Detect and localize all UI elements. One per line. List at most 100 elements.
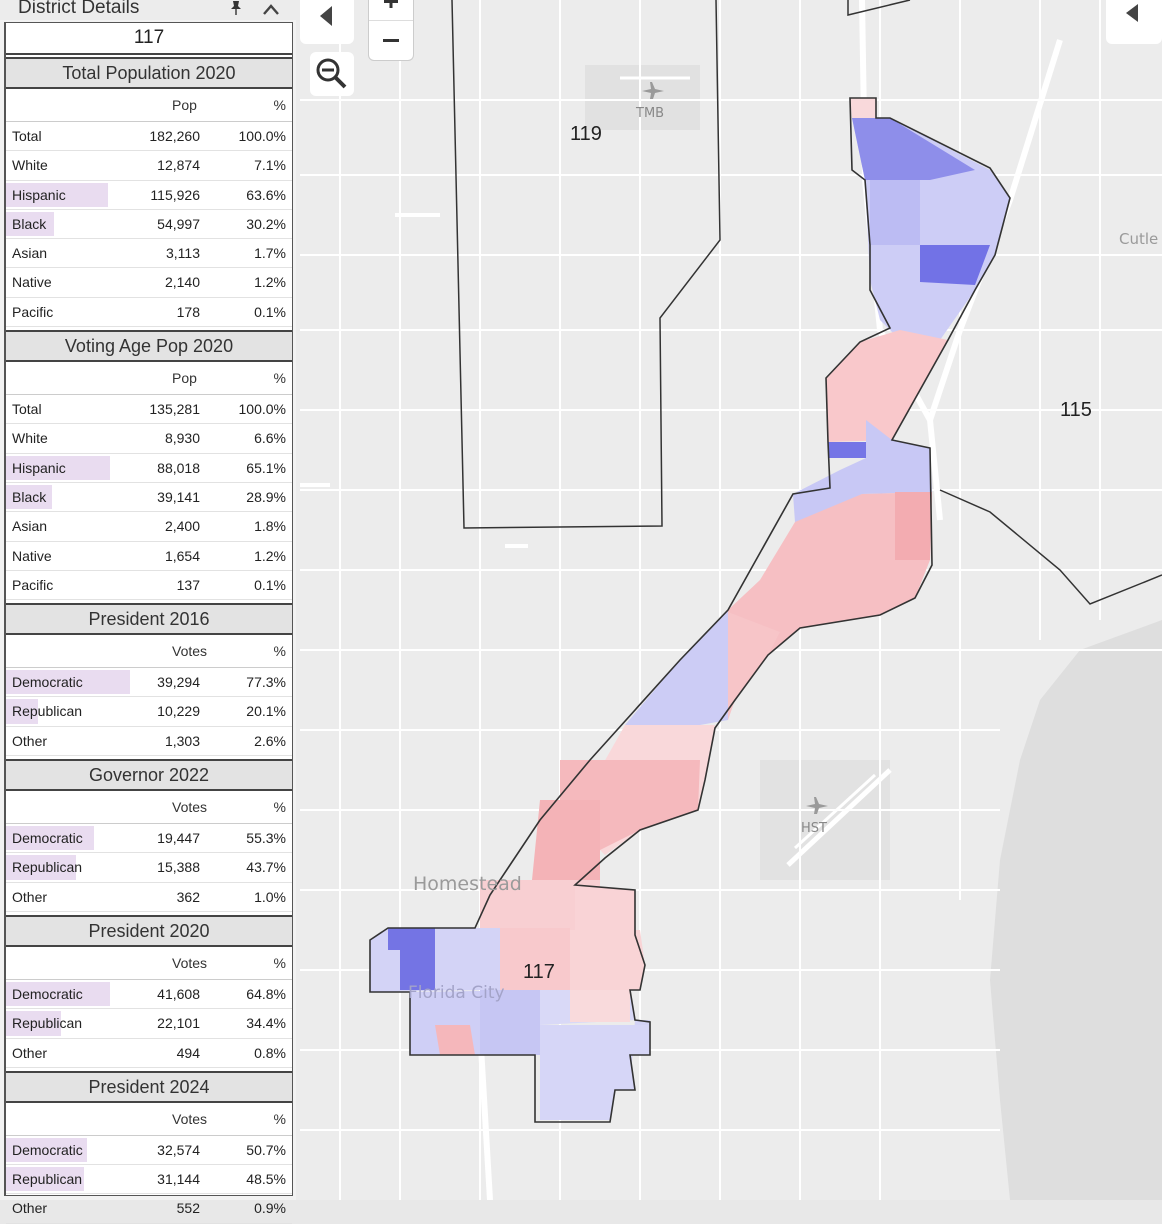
row-label: Republican — [12, 1015, 83, 1032]
row-value: 8,930 — [164, 430, 200, 447]
table-row: Pacific 137 0.1% — [6, 571, 292, 601]
row-label: Republican — [12, 859, 83, 876]
section-title: Total Population 2020 — [6, 57, 292, 89]
place-label-florida-city: Florida City — [408, 983, 505, 1003]
row-label: White — [12, 157, 48, 174]
row-percent: 1.7% — [254, 245, 286, 262]
row-value: 22,101 — [157, 1015, 200, 1032]
district-label-119: 119 — [570, 123, 602, 145]
chevron-up-icon[interactable] — [262, 2, 280, 16]
row-value: 12,874 — [157, 157, 200, 174]
section-4: President 2020 Votes% Democratic 41,608 64.8… — [6, 914, 292, 1068]
row-value: 494 — [176, 1044, 200, 1061]
row-label: Asian — [12, 518, 48, 535]
table-row: Democratic 39,294 77.3% — [6, 668, 292, 698]
expand-right-panel-button[interactable] — [1106, 0, 1162, 44]
row-label: White — [12, 430, 48, 447]
row-value: 552 — [176, 1200, 200, 1217]
airport-icon-tmb — [642, 82, 664, 99]
section-0: Total Population 2020 Pop% Total 182,260 100… — [6, 57, 292, 328]
row-percent: 7.1% — [254, 157, 286, 174]
row-label: Democratic — [12, 674, 83, 691]
table-row: Other 552 0.9% — [6, 1194, 292, 1224]
zoom-to-district-button[interactable] — [310, 52, 354, 96]
row-value: 182,260 — [149, 128, 200, 144]
row-percent: 1.2% — [254, 547, 286, 564]
column-header-percent: % — [273, 643, 286, 660]
column-header-count: Votes — [172, 643, 208, 660]
column-header-count: Votes — [172, 1110, 208, 1127]
airfield-tmb — [585, 65, 700, 130]
table-row: Hispanic 88,018 65.1% — [6, 454, 292, 483]
airport-label-hst: HST — [801, 821, 827, 836]
row-label: Republican — [12, 703, 83, 720]
column-header: Pop% — [6, 362, 292, 396]
share-bar — [6, 1167, 84, 1192]
share-bar — [6, 211, 55, 237]
row-percent: 20.1% — [246, 703, 286, 720]
row-label: Black — [12, 215, 47, 232]
district-number: 117 — [6, 23, 292, 55]
district-119-boundary — [451, 0, 721, 529]
district-117-precincts — [370, 98, 1010, 1120]
row-value: 32,574 — [157, 1141, 200, 1158]
row-label: Other — [12, 888, 48, 905]
airport-label-tmb: TMB — [635, 106, 664, 121]
row-value: 41,608 — [157, 985, 200, 1002]
plus-icon — [384, 0, 398, 8]
chevron-left-icon — [1126, 4, 1138, 22]
section-2: President 2016 Votes% Democratic 39,294 77.3… — [6, 603, 292, 757]
section-title: President 2024 — [6, 1070, 292, 1103]
row-percent: 100.0% — [238, 401, 286, 418]
row-label: Asian — [12, 245, 48, 262]
district-map[interactable]: 119 115 117 Homestead Florida City Cutle… — [296, 0, 1162, 1200]
district-label-115: 115 — [1060, 399, 1092, 421]
table-row: Republican 15,388 43.7% — [6, 853, 292, 883]
row-percent: 30.2% — [246, 215, 286, 232]
column-header: Votes% — [6, 635, 292, 669]
row-value: 135,281 — [149, 401, 200, 418]
table-row: Asian 2,400 1.8% — [6, 512, 292, 542]
row-value: 19,447 — [157, 830, 200, 847]
table-row: White 8,930 6.6% — [6, 424, 292, 454]
share-bar — [6, 484, 53, 510]
place-label-homestead: Homestead — [413, 873, 522, 895]
row-value: 2,140 — [164, 274, 200, 291]
share-bar — [6, 670, 130, 695]
row-label: Republican — [12, 1171, 83, 1188]
zoom-out-button[interactable] — [369, 20, 413, 61]
table-row: Other 494 0.8% — [6, 1039, 292, 1068]
table-row: Other 1,303 2.6% — [6, 727, 292, 757]
column-header: Votes% — [6, 947, 292, 980]
zoom-control — [368, 0, 414, 61]
row-label: Democratic — [12, 1141, 83, 1158]
row-label: Native — [12, 547, 52, 564]
row-value: 15,388 — [157, 859, 200, 876]
row-label: Pacific — [12, 303, 54, 320]
row-value: 178 — [176, 303, 200, 320]
row-value: 2,400 — [164, 518, 200, 535]
table-row: White 12,874 7.1% — [6, 151, 292, 181]
table-row: Total 182,260 100.0% — [6, 122, 292, 152]
pin-icon[interactable] — [228, 0, 244, 16]
row-percent: 0.1% — [254, 576, 286, 593]
row-percent: 1.2% — [254, 274, 286, 291]
row-percent: 55.3% — [246, 830, 286, 847]
row-label: Other — [12, 1044, 48, 1061]
collapse-panel-button[interactable] — [300, 0, 354, 44]
chevron-left-icon — [320, 6, 332, 26]
section-title: Voting Age Pop 2020 — [6, 330, 292, 363]
column-header-count: Votes — [172, 954, 208, 971]
row-percent: 50.7% — [246, 1141, 286, 1158]
column-header-count: Pop — [172, 97, 197, 113]
row-value: 10,229 — [157, 703, 200, 720]
table-row: Asian 3,113 1.7% — [6, 239, 292, 269]
row-label: Democratic — [12, 985, 83, 1002]
table-row: Republican 22,101 34.4% — [6, 1009, 292, 1039]
zoom-in-button[interactable] — [369, 0, 413, 18]
row-percent: 48.5% — [246, 1171, 286, 1188]
column-header-percent: % — [273, 954, 286, 971]
table-row: Democratic 32,574 50.7% — [6, 1136, 292, 1166]
minus-icon — [383, 39, 399, 42]
section-3: Governor 2022 Votes% Democratic 19,447 55.3%… — [6, 759, 292, 912]
